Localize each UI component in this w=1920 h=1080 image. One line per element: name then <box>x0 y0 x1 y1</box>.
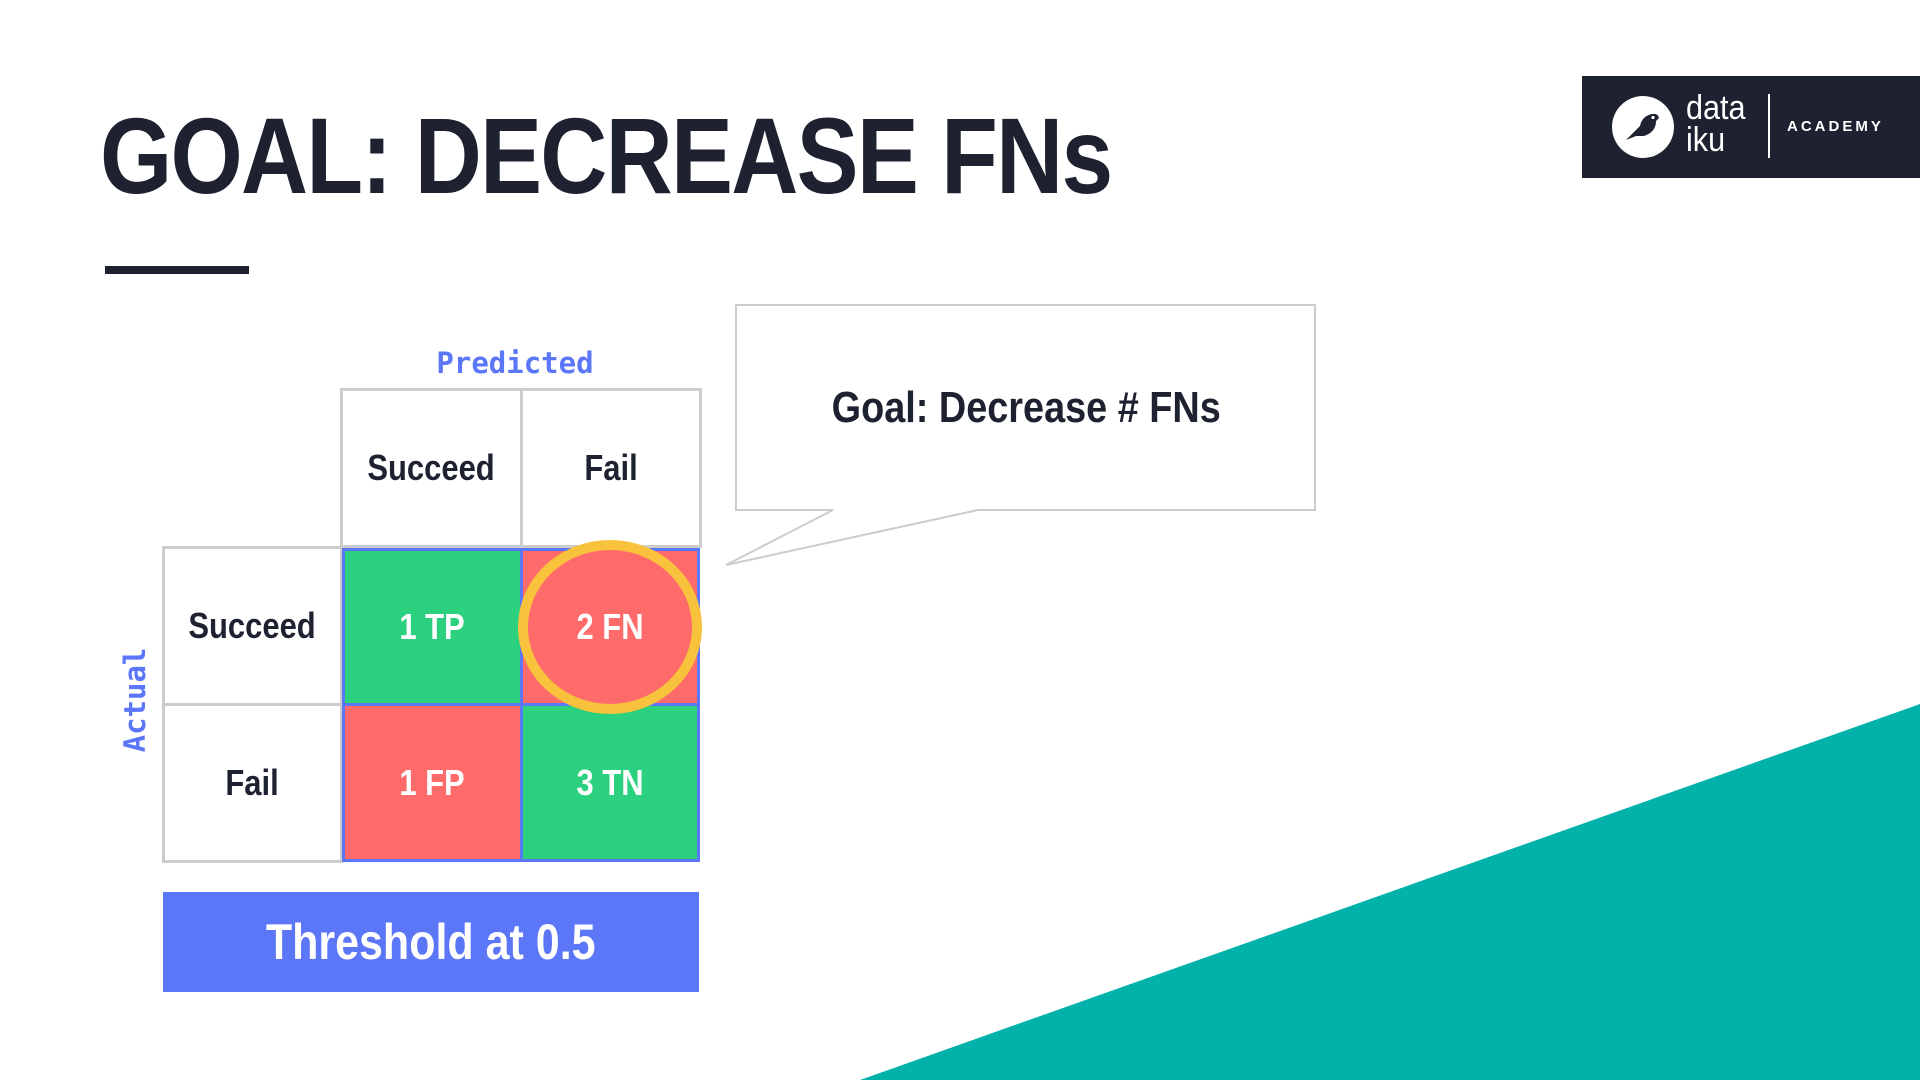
cell-false-positive: 1 FP <box>342 704 522 862</box>
logo-academy-text: ACADEMY <box>1787 118 1884 135</box>
cell-tn-label: 3 TN <box>576 762 644 803</box>
bird-icon <box>1612 96 1674 158</box>
callout-text: Goal: Decrease # FNs <box>737 370 1315 446</box>
title-underline <box>105 266 249 274</box>
col-header-succeed-label: Succeed <box>367 447 496 488</box>
fn-highlight-circle: 2 FN <box>518 540 702 714</box>
row-header-fail: Fail <box>162 703 343 863</box>
callout-label: Goal: Decrease # FNs <box>831 383 1221 432</box>
predicted-axis-label: Predicted <box>436 346 594 380</box>
col-header-fail: Fail <box>520 388 702 548</box>
logo-divider <box>1768 94 1770 158</box>
dataiku-academy-logo: data iku ACADEMY <box>1582 76 1920 178</box>
row-header-succeed: Succeed <box>162 546 343 706</box>
cell-true-negative: 3 TN <box>520 704 700 862</box>
logo-word-line2: iku <box>1686 121 1726 159</box>
logo-word-line1: data <box>1686 89 1746 127</box>
col-header-succeed: Succeed <box>340 388 523 548</box>
logo-wordmark: data iku <box>1686 89 1746 159</box>
cell-tp-label: 1 TP <box>399 605 465 647</box>
slide-title: GOAL: DECREASE FNs <box>100 95 1113 216</box>
row-header-succeed-label: Succeed <box>188 605 317 646</box>
cell-fp-label: 1 FP <box>399 762 465 803</box>
row-header-fail-label: Fail <box>225 762 280 803</box>
threshold-label: Threshold at 0.5 <box>266 914 596 970</box>
cell-true-positive: 1 TP <box>342 548 522 705</box>
matrix-divider-horizontal <box>342 703 700 706</box>
cell-fn-label: 2 FN <box>576 606 644 647</box>
col-header-fail-label: Fail <box>584 447 638 488</box>
threshold-banner: Threshold at 0.5 <box>163 892 699 992</box>
